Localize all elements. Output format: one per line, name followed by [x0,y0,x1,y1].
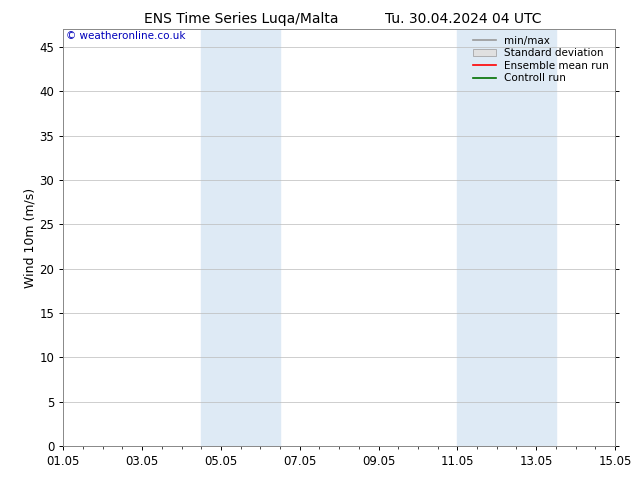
Bar [202,29,280,446]
Text: © weatheronline.co.uk: © weatheronline.co.uk [66,31,186,42]
Text: ENS Time Series Luqa/Malta: ENS Time Series Luqa/Malta [144,12,338,26]
Bar [457,29,556,446]
Y-axis label: Wind 10m (m/s): Wind 10m (m/s) [23,188,37,288]
Text: Tu. 30.04.2024 04 UTC: Tu. 30.04.2024 04 UTC [385,12,541,26]
Legend: min/max, Standard deviation, Ensemble mean run, Controll run: min/max, Standard deviation, Ensemble me… [469,31,613,88]
